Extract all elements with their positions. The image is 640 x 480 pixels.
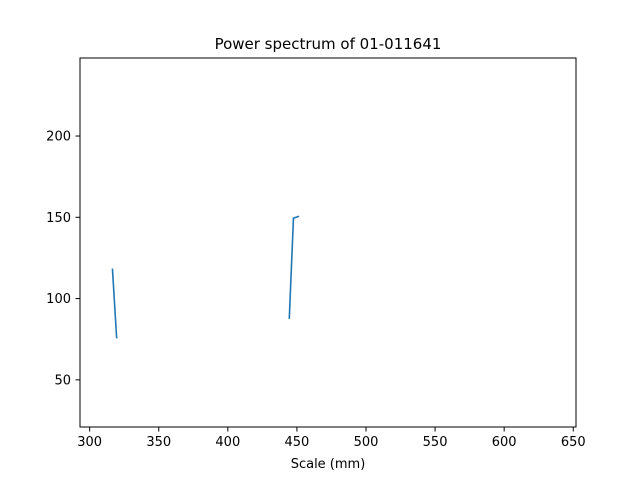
y-tick-label: 150 — [46, 211, 71, 226]
y-tick-label: 100 — [46, 292, 71, 307]
x-tick-label: 650 — [561, 435, 586, 450]
y-axis-ticks: 50 100 150 200 — [46, 130, 80, 388]
x-tick-label: 600 — [492, 435, 517, 450]
x-tick-label: 550 — [423, 435, 448, 450]
x-axis-ticks: 300 350 400 450 500 550 600 650 — [77, 427, 586, 450]
plot-lines — [111, 215, 300, 339]
plot-frame — [79, 57, 577, 428]
y-tick-label: 50 — [54, 373, 71, 388]
x-axis-label: Scale (mm) — [291, 457, 366, 472]
series-line-segment — [111, 268, 118, 339]
y-tick-label: 200 — [46, 130, 71, 145]
x-tick-label: 500 — [354, 435, 379, 450]
x-tick-label: 350 — [146, 435, 171, 450]
chart-title: Power spectrum of 01-011641 — [215, 35, 442, 53]
x-tick-label: 450 — [284, 435, 309, 450]
series-line-segment — [288, 215, 300, 319]
x-tick-label: 400 — [215, 435, 240, 450]
x-tick-label: 300 — [77, 435, 102, 450]
